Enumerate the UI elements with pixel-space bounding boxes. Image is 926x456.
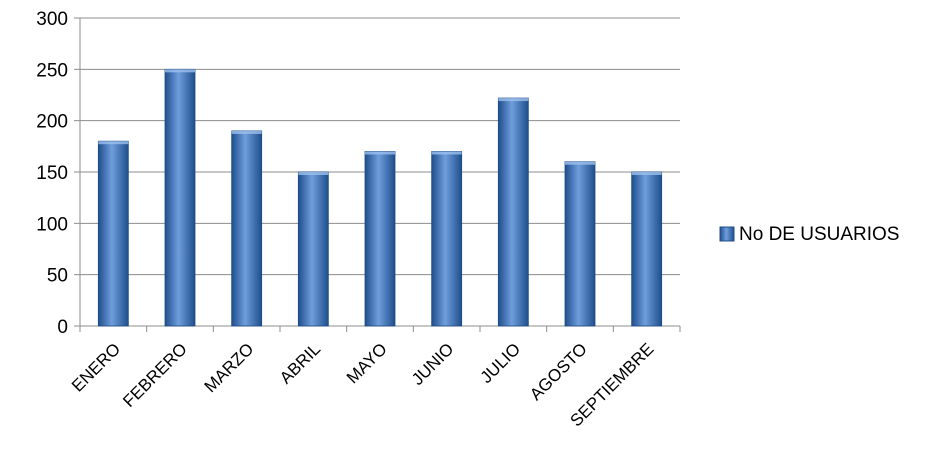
x-category-label: JULIO bbox=[477, 339, 525, 387]
bar-marzo bbox=[231, 130, 263, 327]
bar-top-highlight bbox=[631, 172, 662, 175]
bar-junio bbox=[431, 151, 463, 327]
bar-febrero bbox=[164, 68, 196, 327]
bar-top-highlight bbox=[565, 161, 595, 165]
legend: No DE USUARIOS bbox=[719, 224, 899, 245]
axes bbox=[74, 17, 681, 332]
bar-abril bbox=[297, 171, 329, 327]
x-category-label: MAYO bbox=[343, 339, 391, 387]
x-category-label: ENERO bbox=[68, 339, 124, 395]
x-category-label: FEBRERO bbox=[119, 339, 191, 411]
x-category-label: AGOSTO bbox=[526, 339, 591, 404]
bar-top-highlight bbox=[431, 151, 462, 155]
x-category-label: ABRIL bbox=[276, 339, 324, 387]
bar-top-highlight bbox=[298, 172, 329, 175]
y-tick-label: 150 bbox=[36, 163, 68, 184]
y-tick-label: 0 bbox=[57, 317, 68, 338]
bar-top-highlight bbox=[498, 98, 529, 102]
bar-enero bbox=[97, 140, 129, 327]
legend-label: No DE USUARIOS bbox=[739, 224, 899, 245]
bar-top-highlight bbox=[231, 130, 262, 134]
x-category-label: JUNIO bbox=[408, 339, 457, 388]
y-tick-label: 200 bbox=[36, 112, 68, 133]
bar-top-highlight bbox=[98, 141, 129, 145]
y-tick-label: 300 bbox=[36, 9, 68, 30]
bar-top-highlight bbox=[365, 151, 395, 155]
y-tick-label: 50 bbox=[47, 266, 68, 287]
bar-mayo bbox=[364, 151, 396, 327]
x-category-label: MARZO bbox=[201, 339, 258, 396]
bar-julio bbox=[497, 97, 529, 327]
y-axis-tick-labels: 0 50 100 150 200 250 300 bbox=[36, 9, 68, 338]
bar-top-highlight bbox=[165, 69, 195, 73]
y-tick-label: 250 bbox=[36, 60, 68, 81]
bars bbox=[97, 68, 663, 327]
bar-agosto bbox=[564, 161, 596, 327]
legend-swatch bbox=[719, 226, 735, 242]
y-tick-label: 100 bbox=[36, 214, 68, 235]
bar-septiembre bbox=[631, 171, 663, 327]
